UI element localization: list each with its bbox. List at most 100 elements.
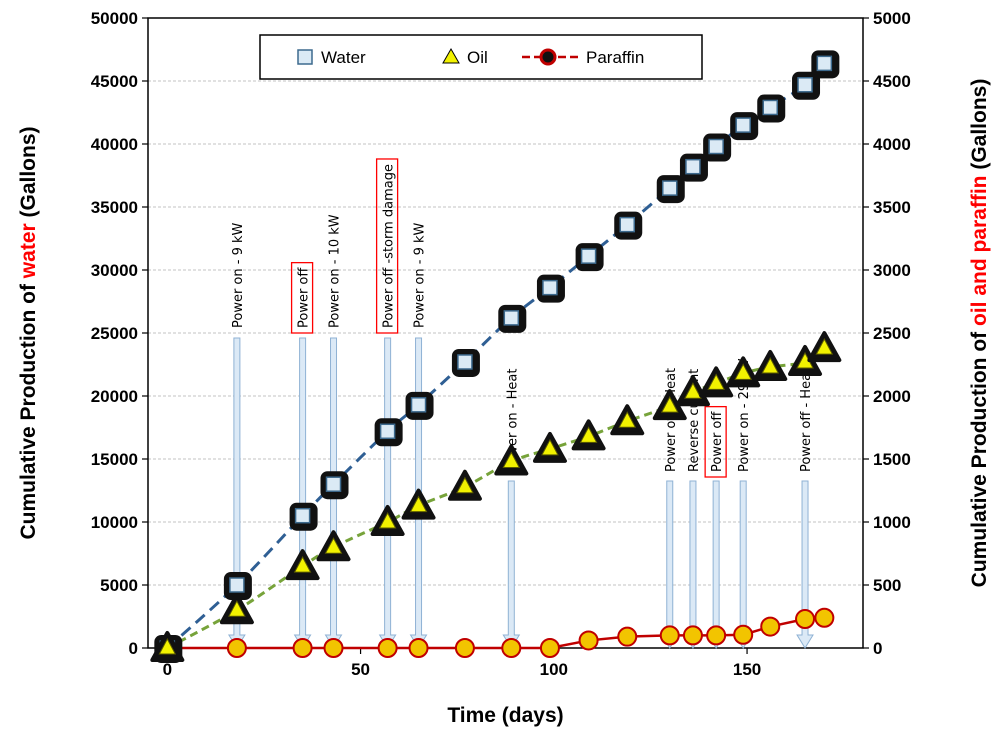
right-y-tick-label: 4000 xyxy=(873,135,911,154)
water-marker xyxy=(325,476,342,492)
oil-marker xyxy=(761,356,780,374)
oil-marker xyxy=(618,411,637,428)
event-label: Power off - Heat xyxy=(799,368,814,472)
event-highlight-box xyxy=(704,405,727,478)
right-y-tick-label: 5000 xyxy=(873,9,911,28)
right-y-tick-label: 2500 xyxy=(873,324,911,343)
water-marker xyxy=(708,138,724,155)
oil-marker xyxy=(456,476,474,494)
left-y-tick-label: 5000 xyxy=(100,576,138,595)
right-y-tick-label: 2000 xyxy=(873,387,911,406)
event-arrow xyxy=(734,480,753,649)
water-marker xyxy=(410,397,427,413)
event-arrow xyxy=(378,337,397,649)
x-axis-title: Time (days) xyxy=(447,704,563,727)
event-annotation: Power off xyxy=(290,261,314,334)
paraffin-marker xyxy=(760,616,781,637)
event-label: Power off xyxy=(297,267,312,328)
right-y-title-prefix: Cumulative Production of xyxy=(968,326,991,587)
oil-marker xyxy=(734,363,753,380)
legend-label: Water xyxy=(321,48,366,67)
left-y-title-highlight: water xyxy=(17,223,40,279)
water-marker xyxy=(685,158,701,175)
event-arrow xyxy=(707,480,726,649)
oil-marker xyxy=(502,451,521,469)
right-y-tick-label: 1500 xyxy=(873,450,911,469)
paraffin-marker xyxy=(795,609,816,630)
right-y-tick-label: 1000 xyxy=(873,513,911,532)
paraffin-marker xyxy=(659,625,680,646)
legend-label: Paraffin xyxy=(586,48,644,67)
paraffin-marker xyxy=(408,638,429,658)
event-highlight-box xyxy=(290,261,314,334)
gridlines xyxy=(148,80,863,586)
legend-triangle-icon xyxy=(442,47,460,64)
x-tick-labels: 0 50 100 150 xyxy=(163,660,762,679)
water-marker xyxy=(735,117,751,133)
paraffin-marker xyxy=(501,638,522,658)
left-y-title-suffix: (Gallons) xyxy=(17,126,40,223)
event-label: Power on - 10 kW xyxy=(328,214,343,328)
oil-marker xyxy=(158,637,177,655)
x-tick-label: 100 xyxy=(540,660,568,679)
left-y-axis-title: Cumulative Production of water (Gallons) xyxy=(17,126,40,539)
water-marker xyxy=(229,577,245,593)
left-y-tick-label: 0 xyxy=(129,639,138,658)
left-y-tick-label: 40000 xyxy=(91,135,138,154)
oil-marker xyxy=(228,600,246,617)
left-y-tick-label: 45000 xyxy=(91,72,138,91)
paraffin-marker xyxy=(578,630,599,651)
event-arrow xyxy=(502,480,521,649)
legend-label: Oil xyxy=(467,48,488,67)
water-marker xyxy=(379,423,396,440)
event-label: Power on - 9 kW xyxy=(413,222,428,328)
oil-marker xyxy=(579,426,598,443)
right-y-title-suffix: (Gallons) xyxy=(968,79,991,176)
paraffin-marker xyxy=(733,624,754,645)
oil-marker xyxy=(409,495,428,513)
event-label: Power off xyxy=(710,411,725,472)
right-y-tick-label: 3500 xyxy=(873,198,911,217)
water-marker xyxy=(762,99,778,116)
water-marker xyxy=(580,248,597,264)
left-y-tick-label: 30000 xyxy=(91,261,138,280)
event-annotation: Power on - 10 kW xyxy=(328,214,343,328)
legend-square-icon xyxy=(297,49,313,65)
x-tick-label: 150 xyxy=(733,660,761,679)
oil-marker xyxy=(293,556,312,573)
oil-marker xyxy=(660,396,679,413)
event-label: Power on - Heat xyxy=(505,369,520,472)
event-label: Power on - 9 kW xyxy=(231,222,246,328)
event-annotation: Power on - 9 kW xyxy=(413,222,428,328)
oil-marker xyxy=(541,438,559,456)
event-annotation: Power on - Heat xyxy=(505,369,520,472)
water-marker xyxy=(542,279,558,296)
left-y-tick-label: 20000 xyxy=(91,387,138,406)
left-y-tick-label: 25000 xyxy=(91,324,138,343)
event-highlight-box xyxy=(375,158,399,334)
water-marker xyxy=(503,310,520,326)
event-arrow xyxy=(293,337,312,649)
paraffin-marker xyxy=(454,638,475,658)
paraffin-marker xyxy=(377,638,398,658)
paraffin-marker xyxy=(539,638,560,658)
water-marker xyxy=(797,77,813,93)
right-y-tick-label: 3000 xyxy=(873,261,911,280)
event-label: Power off -storm damage xyxy=(382,164,397,328)
paraffin-marker xyxy=(292,638,313,658)
water-marker xyxy=(816,55,833,72)
event-annotation: Power off - Heat xyxy=(799,368,814,472)
left-y-tick-label: 50000 xyxy=(91,9,138,28)
water-marker xyxy=(294,507,311,524)
oil-marker xyxy=(815,338,834,355)
x-tick-label: 0 xyxy=(163,660,172,679)
water-marker xyxy=(662,180,678,196)
paraffin-marker xyxy=(226,638,247,658)
left-y-tick-label: 10000 xyxy=(91,513,138,532)
water-marker xyxy=(619,216,635,233)
left-y-tick-label: 15000 xyxy=(91,450,138,469)
event-arrow xyxy=(684,480,702,649)
right-y-title-highlight: oil and paraffin xyxy=(968,175,991,326)
legend-circle-icon xyxy=(539,48,557,66)
